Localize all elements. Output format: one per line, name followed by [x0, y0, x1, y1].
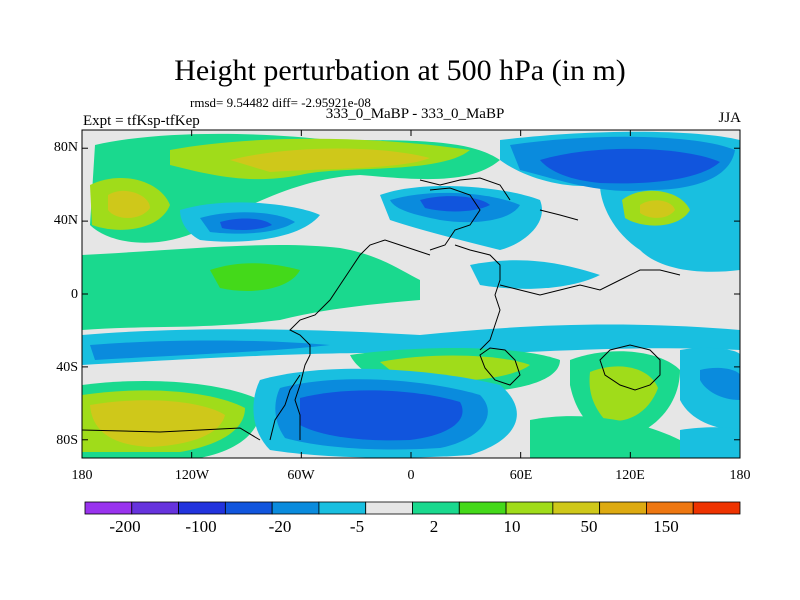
chart-title: Height perturbation at 500 hPa (in m)	[174, 54, 626, 87]
colorbar-swatch	[505, 501, 554, 515]
colorbar-label: -5	[349, 517, 365, 536]
colorbar-label: -20	[268, 517, 292, 536]
colorbar-swatch	[692, 501, 741, 515]
colorbar-swatch	[84, 501, 133, 515]
field-region	[210, 263, 300, 291]
season-label: JJA	[718, 110, 741, 126]
field-region	[540, 148, 720, 184]
colorbar-swatch	[271, 501, 320, 515]
field-region	[90, 340, 330, 360]
colorbar-swatch	[646, 501, 694, 515]
y-tick-label: 40S	[56, 360, 78, 375]
x-tick-label: 0	[407, 468, 415, 483]
field-region	[82, 324, 740, 365]
stats-line: rmsd= 9.54482 diff= -2.95921e-08	[190, 95, 371, 110]
y-tick-label: 80S	[56, 433, 78, 448]
x-tick-label: 60W	[287, 468, 315, 483]
colorbar-swatch	[365, 501, 413, 515]
axis-ticks	[81, 130, 741, 458]
x-tick-label: 120W	[174, 468, 210, 483]
colorbar-label: 10	[503, 517, 521, 536]
colorbar-swatch	[318, 501, 367, 515]
field-region	[589, 366, 658, 421]
experiment-label: Expt = tfKsp-tfKep	[83, 113, 200, 129]
field-region	[530, 416, 680, 458]
field-region	[230, 148, 430, 172]
field-region	[420, 196, 490, 212]
field-region	[300, 390, 463, 441]
colorbar-swatch	[552, 501, 601, 515]
colorbar-swatch	[178, 501, 226, 515]
y-tick-label: 0	[71, 287, 78, 302]
colorbar-swatch	[599, 501, 647, 515]
field-region	[640, 200, 675, 218]
contour-field	[82, 130, 740, 458]
y-tick-label: 40N	[53, 213, 78, 228]
field-region	[108, 190, 150, 218]
field-region	[470, 260, 600, 289]
colorbar-label: 50	[580, 517, 598, 536]
colorbar	[84, 501, 741, 515]
field-region	[680, 427, 740, 458]
colorbar-swatch	[131, 501, 179, 515]
colorbar-swatch	[224, 501, 273, 515]
y-tick-label: 80N	[53, 140, 78, 155]
colorbar-label: -200	[109, 517, 141, 536]
x-tick-label: 120E	[615, 468, 645, 483]
colorbar-swatch	[412, 501, 460, 515]
colorbar-label: 150	[653, 517, 679, 536]
field-region	[700, 367, 740, 400]
colorbar-label: 2	[429, 517, 439, 536]
field-region	[90, 400, 225, 447]
field-region	[220, 218, 272, 230]
x-tick-label: 180	[729, 468, 751, 483]
x-tick-label: 60E	[509, 468, 533, 483]
coastlines	[82, 177, 681, 441]
colorbar-swatch	[458, 501, 507, 515]
center-label: 333_0_MaBP - 333_0_MaBP	[325, 106, 505, 122]
x-tick-label: 180	[71, 468, 93, 483]
colorbar-label: -100	[185, 517, 217, 536]
